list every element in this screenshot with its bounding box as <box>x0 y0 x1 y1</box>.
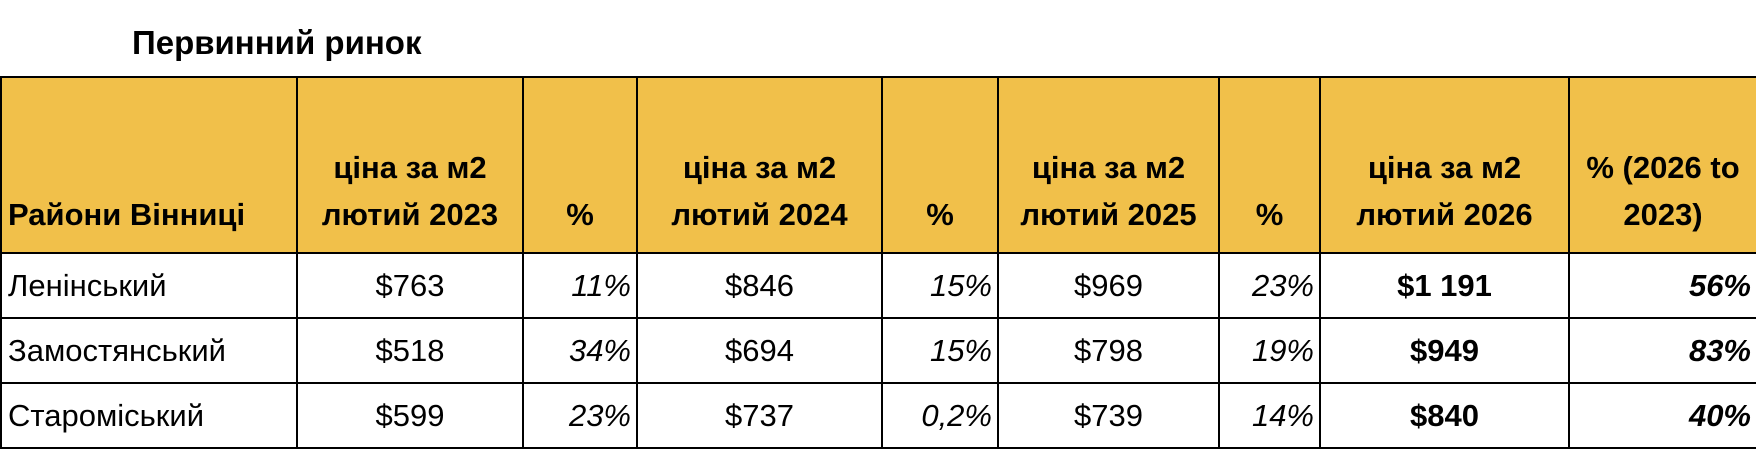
percent-cell: 15% <box>881 252 999 319</box>
price-cell: $949 <box>1319 317 1570 384</box>
header-cell: ціна за м2 лютий 2023 <box>296 76 524 254</box>
percent-cell: 23% <box>522 382 638 449</box>
price-cell: $599 <box>296 382 524 449</box>
table-row: Ленінський $763 11% $846 15% $969 23% $1 191 56% <box>0 252 1756 319</box>
table-body: Ленінський $763 11% $846 15% $969 23% $1 191 56%… <box>0 252 1756 449</box>
price-cell: $739 <box>997 382 1220 449</box>
price-cell: $846 <box>636 252 883 319</box>
price-cell: $969 <box>997 252 1220 319</box>
district-cell: Староміський <box>0 382 298 449</box>
percent-cell: 56% <box>1568 252 1756 319</box>
percent-cell: 14% <box>1218 382 1321 449</box>
district-cell: Ленінський <box>0 252 298 319</box>
price-cell: $763 <box>296 252 524 319</box>
header-cell: % <box>881 76 999 254</box>
header-cell: % <box>1218 76 1321 254</box>
price-cell: $840 <box>1319 382 1570 449</box>
percent-cell: 0,2% <box>881 382 999 449</box>
percent-cell: 15% <box>881 317 999 384</box>
header-cell: ціна за м2 лютий 2024 <box>636 76 883 254</box>
price-cell: $1 191 <box>1319 252 1570 319</box>
table-row: Староміський $599 23% $737 0,2% $739 14% $840 40… <box>0 382 1756 449</box>
header-row: Райони Вінниці ціна за м2 лютий 2023% ціна… <box>0 76 1756 254</box>
price-cell: $518 <box>296 317 524 384</box>
table-row: Замостянський $518 34% $694 15% $798 19% $949 83… <box>0 317 1756 384</box>
header-cell: ціна за м2 лютий 2025 <box>997 76 1220 254</box>
percent-cell: 40% <box>1568 382 1756 449</box>
percent-cell: 11% <box>522 252 638 319</box>
header-cell: Райони Вінниці <box>0 76 298 254</box>
title: Первинний ринок <box>132 24 422 61</box>
header-cell: % <box>522 76 638 254</box>
price-cell: $798 <box>997 317 1220 384</box>
percent-cell: 83% <box>1568 317 1756 384</box>
percent-cell: 34% <box>522 317 638 384</box>
price-cell: $737 <box>636 382 883 449</box>
percent-cell: 19% <box>1218 317 1321 384</box>
district-cell: Замостянський <box>0 317 298 384</box>
price-table: Райони Вінниці ціна за м2 лютий 2023% ціна… <box>0 76 1756 449</box>
header-cell: % (2026 to 2023) <box>1568 76 1756 254</box>
percent-cell: 23% <box>1218 252 1321 319</box>
price-cell: $694 <box>636 317 883 384</box>
header-cell: ціна за м2 лютий 2026 <box>1319 76 1570 254</box>
